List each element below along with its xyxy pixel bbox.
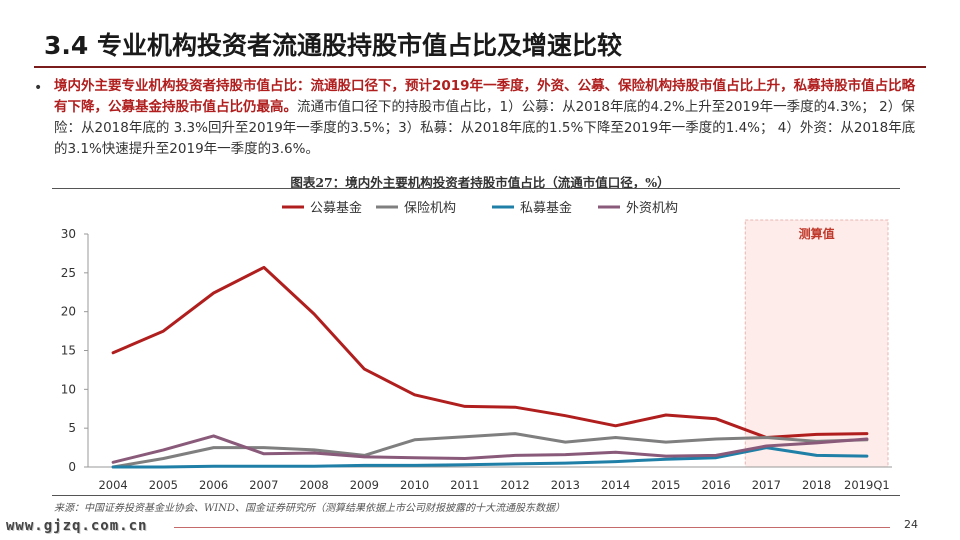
x-tick-label: 2016 [701, 478, 730, 492]
x-tick-label: 2009 [350, 478, 379, 492]
y-tick-label: 5 [68, 421, 76, 435]
y-tick-label: 0 [68, 460, 76, 474]
x-tick-label: 2019Q1 [844, 478, 890, 492]
figure-caption: 图表27：境内外主要机构投资者持股市值占比（流通市值口径，%） [290, 175, 670, 190]
series-line [111, 434, 869, 464]
y-tick-label: 15 [61, 344, 76, 358]
series-line [111, 446, 869, 469]
x-tick-label: 2015 [651, 478, 680, 492]
legend-label: 保险机构 [404, 201, 456, 216]
summary-body: 流通市值口径下的持股市值占比，1）公募：从2018年底的4.2%上升至2019年… [54, 99, 916, 157]
y-tick-label: 25 [61, 266, 76, 280]
x-tick-label: 2005 [149, 478, 178, 492]
series-line [111, 432, 869, 469]
series-line [111, 265, 869, 439]
estimate-region [744, 219, 889, 468]
x-tick-label: 2017 [752, 478, 781, 492]
legend-label: 外资机构 [626, 201, 678, 216]
legend-label: 私募基金 [520, 200, 572, 216]
x-tick-label: 2013 [551, 478, 580, 492]
site-logo[interactable]: www.gjzq.com.cn [6, 518, 148, 534]
bullet-marker: • [34, 80, 43, 96]
x-tick-label: 2006 [199, 478, 228, 492]
source-note: 来源：中国证券投资基金业协会、WIND、国金证券研究所（测算结果依据上市公司财报… [54, 503, 565, 514]
page-number: 24 [904, 518, 918, 531]
page-title: 3.4 专业机构投资者流通股持股市值占比及增速比较 [44, 31, 622, 60]
x-tick-label: 2018 [802, 478, 831, 492]
title-divider [34, 66, 926, 68]
footer-divider [174, 527, 890, 528]
summary-paragraph: 境内外主要专业机构投资者持股市值占比：流通股口径下，预计2019年一季度，外资、… [54, 76, 924, 160]
legend-label: 公募基金 [310, 200, 362, 216]
x-tick-label: 2012 [500, 478, 529, 492]
x-tick-label: 2010 [400, 478, 429, 492]
x-tick-label: 2011 [450, 478, 479, 492]
x-tick-label: 2014 [601, 478, 630, 492]
y-tick-label: 20 [61, 305, 76, 319]
summary-highlight: 境内外主要专业机构投资者持股市值占比：流通股口径下，预计2019年一季度，外资、… [54, 78, 916, 115]
x-tick-label: 2008 [299, 478, 328, 492]
x-tick-label: 2007 [249, 478, 278, 492]
x-tick-label: 2004 [98, 478, 127, 492]
figure-bottom-rule [52, 495, 900, 496]
figure-top-rule [52, 188, 900, 189]
estimate-region-label: 测算值 [799, 226, 835, 241]
y-tick-label: 10 [61, 382, 76, 396]
y-tick-label: 30 [61, 227, 76, 241]
